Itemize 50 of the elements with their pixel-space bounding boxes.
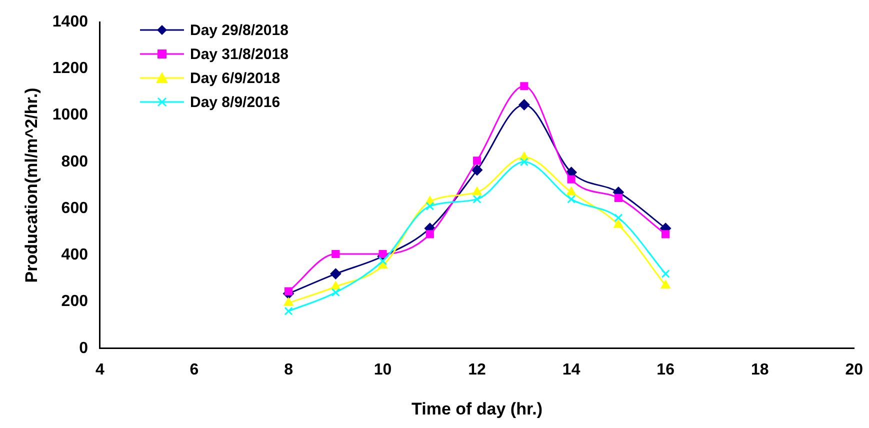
point bbox=[518, 99, 530, 110]
point bbox=[567, 194, 576, 204]
legend-label: Day 8/9/2016 bbox=[190, 94, 280, 110]
point bbox=[472, 186, 482, 196]
point bbox=[520, 158, 528, 166]
point bbox=[567, 175, 576, 184]
y-tick-label: 200 bbox=[61, 293, 88, 310]
point bbox=[284, 306, 293, 316]
y-tick-label: 1200 bbox=[52, 60, 88, 78]
x-tick-label: 20 bbox=[845, 361, 864, 378]
point bbox=[566, 186, 576, 196]
point bbox=[661, 270, 670, 278]
y-tick-label: 800 bbox=[61, 153, 88, 170]
y-tick-label: 400 bbox=[61, 246, 88, 264]
y-tick-label: 600 bbox=[61, 200, 88, 217]
legend-label: Day 29/8/2018 bbox=[190, 22, 288, 38]
point bbox=[284, 297, 294, 306]
point bbox=[614, 214, 623, 222]
point bbox=[472, 164, 483, 176]
legend-label: Day 31/8/2018 bbox=[190, 46, 288, 62]
point bbox=[330, 268, 342, 280]
point bbox=[426, 202, 434, 210]
point bbox=[330, 281, 340, 290]
point bbox=[426, 230, 434, 238]
x-tick-label: 18 bbox=[750, 361, 769, 378]
point bbox=[284, 287, 293, 296]
y-tick-label: 1000 bbox=[52, 106, 88, 124]
x-tick-label: 8 bbox=[284, 361, 294, 378]
x-tick-label: 16 bbox=[656, 361, 675, 378]
legend-label: Day 6/9/2018 bbox=[190, 70, 280, 86]
point bbox=[332, 250, 340, 258]
y-axis-title: Producation(ml/m^2/hr.) bbox=[22, 88, 41, 283]
x-tick-label: 6 bbox=[190, 361, 199, 378]
point bbox=[614, 219, 624, 228]
point bbox=[660, 280, 670, 288]
x-tick-label: 12 bbox=[468, 361, 486, 378]
point bbox=[473, 156, 482, 165]
point bbox=[520, 82, 528, 90]
point bbox=[378, 250, 387, 258]
point bbox=[331, 288, 340, 297]
point bbox=[472, 194, 482, 204]
point bbox=[378, 256, 388, 266]
x-axis-title: Time of day (hr.) bbox=[412, 399, 543, 418]
x-tick-label: 10 bbox=[374, 361, 392, 378]
point bbox=[662, 230, 670, 238]
x-tick-label: 4 bbox=[96, 361, 105, 378]
y-tick-label: 0 bbox=[79, 340, 88, 357]
point bbox=[614, 194, 622, 202]
y-tick-label: 1400 bbox=[52, 13, 88, 30]
x-tick-label: 14 bbox=[562, 361, 580, 378]
